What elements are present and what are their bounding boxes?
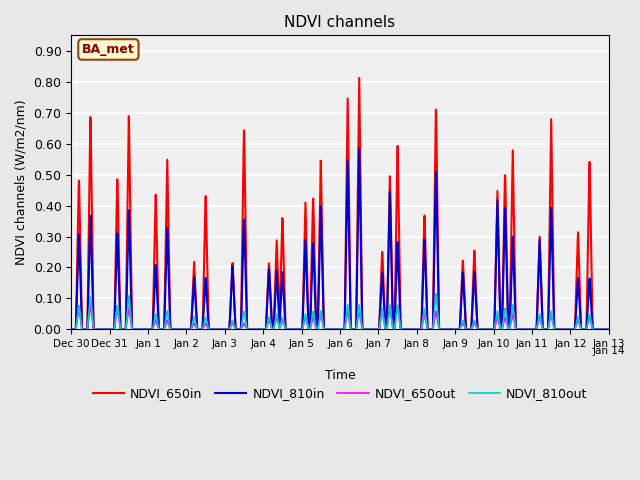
NDVI_810out (95, 326, 102, 332)
NDVI_650in (491, 308, 499, 314)
NDVI_650in (329, 326, 337, 332)
X-axis label: Time: Time (324, 369, 355, 382)
NDVI_650in (67, 326, 75, 332)
Title: NDVI channels: NDVI channels (284, 15, 396, 30)
NDVI_810out (67, 326, 75, 332)
NDVI_650in (355, 75, 363, 81)
Line: NDVI_810in: NDVI_810in (71, 148, 609, 329)
NDVI_810out (589, 326, 597, 332)
NDVI_650in (589, 326, 597, 332)
Line: NDVI_650in: NDVI_650in (71, 78, 609, 329)
NDVI_810out (329, 326, 337, 332)
NDVI_810in (95, 326, 102, 332)
Line: NDVI_650out: NDVI_650out (71, 305, 609, 329)
NDVI_650out (67, 326, 75, 332)
NDVI_650in (314, 292, 322, 298)
NDVI_650out (95, 326, 102, 332)
NDVI_810in (67, 326, 75, 332)
NDVI_650out (589, 326, 597, 332)
NDVI_810out (432, 291, 440, 297)
Line: NDVI_810out: NDVI_810out (71, 294, 609, 329)
NDVI_650out (491, 325, 499, 331)
NDVI_810in (314, 301, 322, 307)
Text: Jan 14: Jan 14 (593, 346, 625, 356)
NDVI_810in (355, 145, 363, 151)
NDVI_810out (314, 323, 322, 328)
NDVI_650out (605, 326, 612, 332)
NDVI_650in (95, 326, 102, 332)
NDVI_810in (589, 326, 597, 332)
NDVI_810in (491, 310, 499, 315)
NDVI_650in (589, 326, 597, 332)
NDVI_810out (491, 324, 499, 330)
NDVI_650out (329, 326, 337, 332)
Legend: NDVI_650in, NDVI_810in, NDVI_650out, NDVI_810out: NDVI_650in, NDVI_810in, NDVI_650out, NDV… (88, 383, 593, 406)
NDVI_810out (589, 326, 597, 332)
Y-axis label: NDVI channels (W/m2/nm): NDVI channels (W/m2/nm) (15, 99, 28, 265)
NDVI_650out (394, 302, 401, 308)
NDVI_650out (589, 326, 597, 332)
NDVI_650out (314, 324, 322, 329)
NDVI_810in (329, 326, 337, 332)
NDVI_810out (605, 326, 612, 332)
Text: BA_met: BA_met (82, 43, 135, 56)
NDVI_810in (605, 326, 612, 332)
NDVI_650in (605, 326, 612, 332)
NDVI_810in (589, 326, 597, 332)
